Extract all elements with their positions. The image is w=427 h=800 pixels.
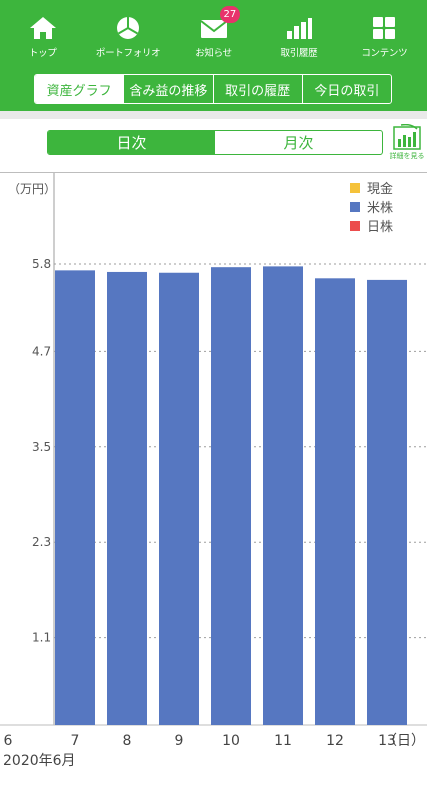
month-label: 2020年6月 [3, 753, 76, 769]
period-toggle: 日次 月次 [47, 130, 383, 155]
legend-item-jp-stock: 日株 [350, 216, 393, 235]
x-unit-label: （日） [383, 733, 425, 749]
legend-item-cash: 現金 [350, 178, 393, 197]
notification-badge: 27 [219, 6, 241, 23]
bar [315, 278, 355, 725]
x-tick-label: 6 [4, 733, 13, 749]
legend-swatch-jp-stock [350, 220, 360, 231]
nav-item-top[interactable]: トップ [0, 0, 85, 66]
grid-icon [373, 17, 396, 39]
tab-trade-history[interactable]: 取引の履歴 [212, 75, 302, 103]
subtabs: 資産グラフ 含み益の推移 取引の履歴 今日の取引 [34, 74, 392, 104]
pie-chart-icon [117, 17, 140, 39]
bar [367, 279, 407, 725]
chart-legend: 現金 米株 日株 [350, 178, 393, 235]
nav-label-history: 取引履歴 [280, 48, 318, 59]
x-tick-label: 8 [123, 733, 132, 749]
x-tick-label: 12 [326, 733, 344, 749]
y-tick-label: 5.8 [32, 257, 51, 271]
subtabs-bar: 資産グラフ 含み益の推移 取引の履歴 今日の取引 [0, 66, 427, 111]
y-tick-label: 1.1 [32, 631, 51, 645]
bar [263, 266, 303, 725]
nav-label-news: お知らせ [195, 48, 232, 59]
top-nav: トップ ポートフォリオ 27 お知らせ 取引履歴 コンテンツ [0, 0, 427, 66]
legend-swatch-us-stock [350, 201, 360, 212]
chart-detail-icon [393, 124, 421, 150]
legend-label-jp-stock: 日株 [367, 220, 394, 235]
asset-bar-chart: 1.1 2.3 3.5 4.7 5.8 6 7 8 9 10 11 12 13（日） [0, 173, 427, 749]
x-tick-label: 10 [222, 733, 240, 749]
tab-today-trades[interactable]: 今日の取引 [301, 75, 391, 103]
detail-label: 詳細を見る [389, 152, 425, 160]
nav-item-history[interactable]: 取引履歴 [256, 0, 341, 66]
x-tick-label: 13 [378, 733, 396, 749]
legend-label-us-stock: 米株 [367, 201, 394, 216]
divider-strip [0, 111, 427, 119]
nav-label-top: トップ [28, 48, 57, 59]
detail-button[interactable]: 詳細を見る [389, 124, 425, 164]
x-tick-label: 11 [274, 733, 292, 749]
x-tick-label: 9 [175, 733, 184, 749]
daily-button[interactable]: 日次 [48, 131, 215, 154]
nav-item-portfolio[interactable]: ポートフォリオ [85, 0, 170, 66]
nav-item-news[interactable]: 27 お知らせ [171, 0, 256, 66]
monthly-button[interactable]: 月次 [283, 134, 314, 152]
legend-item-us-stock: 米株 [350, 197, 393, 216]
separator-line [0, 172, 427, 173]
y-tick-label: 3.5 [32, 440, 51, 454]
bar [211, 267, 251, 725]
legend-swatch-cash [350, 182, 360, 193]
tab-unrealized-gain[interactable]: 含み益の推移 [123, 75, 212, 103]
bar-chart-icon [286, 18, 312, 39]
bar [159, 272, 199, 725]
y-tick-label: 2.3 [32, 535, 51, 549]
nav-label-contents: コンテンツ [361, 48, 408, 59]
tab-asset-graph[interactable]: 資産グラフ [35, 75, 124, 103]
bar [107, 271, 147, 725]
mail-icon [199, 20, 228, 38]
y-tick-label: 4.7 [32, 344, 51, 358]
bar [55, 270, 95, 725]
nav-label-portfolio: ポートフォリオ [95, 48, 161, 59]
y-unit-label: （万円） [8, 182, 57, 196]
x-tick-label: 7 [71, 733, 80, 749]
home-icon [29, 17, 56, 39]
nav-item-contents[interactable]: コンテンツ [342, 0, 427, 66]
legend-label-cash: 現金 [367, 182, 394, 197]
